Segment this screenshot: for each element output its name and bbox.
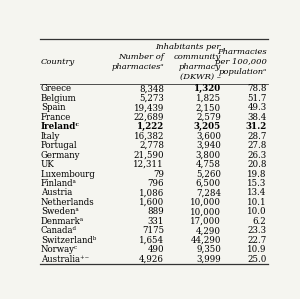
Text: 4,926: 4,926 [139, 254, 164, 264]
Text: UK: UK [41, 160, 55, 169]
Text: 22,689: 22,689 [134, 113, 164, 122]
Text: Norwayᶜ: Norwayᶜ [41, 245, 78, 254]
Text: 51.7: 51.7 [247, 94, 266, 103]
Text: 17,000: 17,000 [190, 217, 221, 226]
Text: 26.3: 26.3 [248, 151, 266, 160]
Text: 1,654: 1,654 [139, 236, 164, 245]
Text: Greece: Greece [41, 84, 72, 94]
Text: Austria: Austria [41, 188, 72, 197]
Text: Irelandᶜ: Irelandᶜ [41, 122, 80, 131]
Text: Inhabitants per
community
pharmacy
(DKWR) –: Inhabitants per community pharmacy (DKWR… [156, 43, 221, 80]
Text: Spain: Spain [41, 103, 65, 112]
Text: Finlandᵃ: Finlandᵃ [41, 179, 77, 188]
Text: 8,348: 8,348 [139, 84, 164, 94]
Text: 13.4: 13.4 [247, 188, 266, 197]
Text: 28.7: 28.7 [247, 132, 266, 141]
Text: 31.2: 31.2 [245, 122, 266, 131]
Text: 3,600: 3,600 [196, 132, 221, 141]
Text: 38.4: 38.4 [247, 113, 266, 122]
Text: 2,150: 2,150 [196, 103, 221, 112]
Text: Country: Country [41, 58, 75, 66]
Text: 331: 331 [148, 217, 164, 226]
Text: Number of
pharmaciesᵃ: Number of pharmaciesᵃ [112, 53, 164, 71]
Text: Canadaᵈ: Canadaᵈ [41, 226, 77, 235]
Text: 490: 490 [147, 245, 164, 254]
Text: 12,311: 12,311 [134, 160, 164, 169]
Text: 1,600: 1,600 [139, 198, 164, 207]
Text: 44,290: 44,290 [190, 236, 221, 245]
Text: Australia⁺⁻: Australia⁺⁻ [41, 254, 89, 264]
Text: Germany: Germany [41, 151, 80, 160]
Text: 49.3: 49.3 [248, 103, 266, 112]
Text: Swedenᵃ: Swedenᵃ [41, 207, 79, 216]
Text: 27.8: 27.8 [247, 141, 266, 150]
Text: 10.1: 10.1 [247, 198, 266, 207]
Text: 889: 889 [147, 207, 164, 216]
Text: France: France [41, 113, 71, 122]
Text: 21,590: 21,590 [134, 151, 164, 160]
Text: 3,205: 3,205 [194, 122, 221, 131]
Text: 1,320: 1,320 [194, 84, 221, 94]
Text: 7175: 7175 [142, 226, 164, 235]
Text: 9,350: 9,350 [196, 245, 221, 254]
Text: Luxembourg: Luxembourg [41, 170, 96, 179]
Text: 22.7: 22.7 [247, 236, 266, 245]
Text: 2,579: 2,579 [196, 113, 221, 122]
Text: Pharmacies
per 100,000
populationᵃ: Pharmacies per 100,000 populationᵃ [214, 48, 266, 76]
Text: Netherlands: Netherlands [41, 198, 95, 207]
Text: 79: 79 [153, 170, 164, 179]
Text: 10.9: 10.9 [247, 245, 266, 254]
Text: 6,500: 6,500 [196, 179, 221, 188]
Text: 23.3: 23.3 [248, 226, 266, 235]
Text: 5,260: 5,260 [196, 170, 221, 179]
Text: 10.0: 10.0 [247, 207, 266, 216]
Text: Belgium: Belgium [41, 94, 77, 103]
Text: 3,800: 3,800 [196, 151, 221, 160]
Text: 20.8: 20.8 [247, 160, 266, 169]
Text: 4,758: 4,758 [196, 160, 221, 169]
Text: 4,290: 4,290 [196, 226, 221, 235]
Text: Denmarkᵃ: Denmarkᵃ [41, 217, 84, 226]
Text: 3,999: 3,999 [196, 254, 221, 264]
Text: 1,222: 1,222 [137, 122, 164, 131]
Text: 6.2: 6.2 [253, 217, 266, 226]
Text: 19.8: 19.8 [247, 170, 266, 179]
Text: 10,000: 10,000 [190, 198, 221, 207]
Text: 5,273: 5,273 [139, 94, 164, 103]
Text: 7,284: 7,284 [196, 188, 221, 197]
Text: 796: 796 [148, 179, 164, 188]
Text: 10,000: 10,000 [190, 207, 221, 216]
Text: Portugal: Portugal [41, 141, 78, 150]
Text: Italy: Italy [41, 132, 60, 141]
Text: 19,439: 19,439 [134, 103, 164, 112]
Text: 25.0: 25.0 [247, 254, 266, 264]
Text: 1,825: 1,825 [196, 94, 221, 103]
Text: 16,382: 16,382 [134, 132, 164, 141]
Text: 15.3: 15.3 [247, 179, 266, 188]
Text: 1,086: 1,086 [139, 188, 164, 197]
Text: 78.8: 78.8 [247, 84, 266, 94]
Text: 3,940: 3,940 [196, 141, 221, 150]
Text: 2,778: 2,778 [139, 141, 164, 150]
Text: Switzerlandᵇ: Switzerlandᵇ [41, 236, 96, 245]
